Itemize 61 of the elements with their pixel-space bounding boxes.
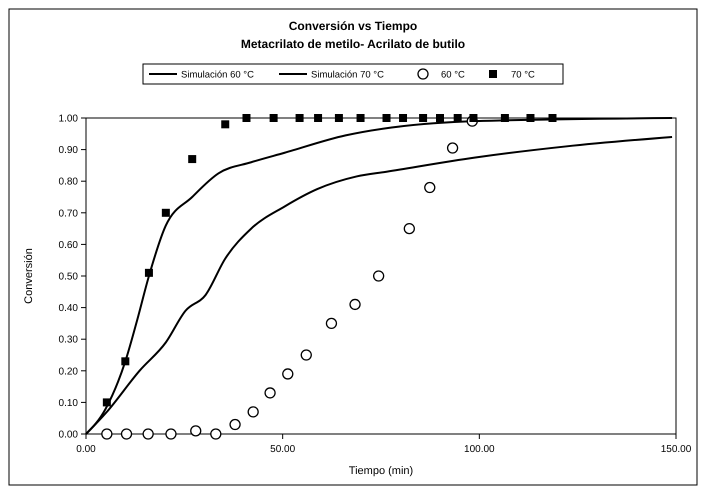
point: [121, 357, 130, 366]
point: [446, 142, 458, 154]
point: [500, 114, 509, 122]
point: [248, 406, 259, 418]
y-tick-label: 0.90: [58, 145, 78, 156]
point: [142, 428, 154, 440]
point: [188, 155, 196, 164]
y-tick-label: 0.40: [58, 303, 78, 314]
point: [120, 428, 132, 440]
point: [399, 114, 408, 122]
y-tick-label: 0.30: [58, 334, 78, 346]
chart-subtitle: Metacrilato de metilo- Acrilato de butilo: [240, 37, 466, 51]
point: [382, 114, 391, 122]
x-axis-title: Tiempo (min): [348, 465, 414, 477]
point: [264, 387, 276, 399]
point: [101, 428, 112, 440]
point: [454, 114, 462, 122]
point: [165, 428, 177, 440]
legend-label: Simulación 70 °C: [311, 70, 384, 80]
legend-label: Simulación 60 °C: [181, 70, 254, 80]
point: [372, 270, 384, 282]
x-tick-label: 150.00: [660, 444, 692, 455]
point: [162, 208, 170, 217]
x-tick-label: 0.00: [76, 444, 96, 455]
y-tick-label: 0.80: [58, 176, 78, 188]
point: [548, 114, 556, 122]
point: [242, 114, 250, 122]
point: [526, 114, 534, 122]
y-tick-label: 0.50: [58, 272, 78, 282]
point: [102, 398, 111, 406]
y-tick-label: 1.00: [58, 114, 78, 124]
y-tick-label: 0.00: [58, 430, 78, 440]
point: [296, 114, 304, 122]
point: [349, 298, 361, 310]
point: [190, 425, 202, 436]
point: [229, 418, 241, 430]
point: [424, 182, 436, 194]
legend-label: 70 °C: [511, 70, 536, 80]
point: [334, 114, 343, 122]
point: [144, 268, 153, 277]
point: [270, 114, 278, 122]
x-tick-label: 50.00: [270, 444, 296, 455]
y-tick-label: 0.70: [58, 208, 78, 220]
y-tick-label: 0.60: [58, 240, 78, 251]
point: [300, 349, 312, 361]
point: [356, 114, 365, 122]
point: [314, 114, 322, 122]
point: [469, 114, 478, 122]
y-tick-label: 0.20: [58, 366, 78, 378]
point: [436, 114, 444, 122]
point: [210, 428, 222, 440]
point: [404, 222, 415, 234]
legend-label: 60 °C: [441, 70, 466, 80]
y-tick-label: 0.10: [58, 398, 78, 409]
point: [419, 114, 428, 122]
chart-title: Conversión vs Tiempo: [288, 19, 418, 33]
point: [326, 318, 338, 330]
point: [221, 120, 230, 128]
point: [282, 368, 294, 380]
x-tick-label: 100.00: [464, 444, 496, 455]
y-axis-title: Conversión: [23, 248, 35, 304]
